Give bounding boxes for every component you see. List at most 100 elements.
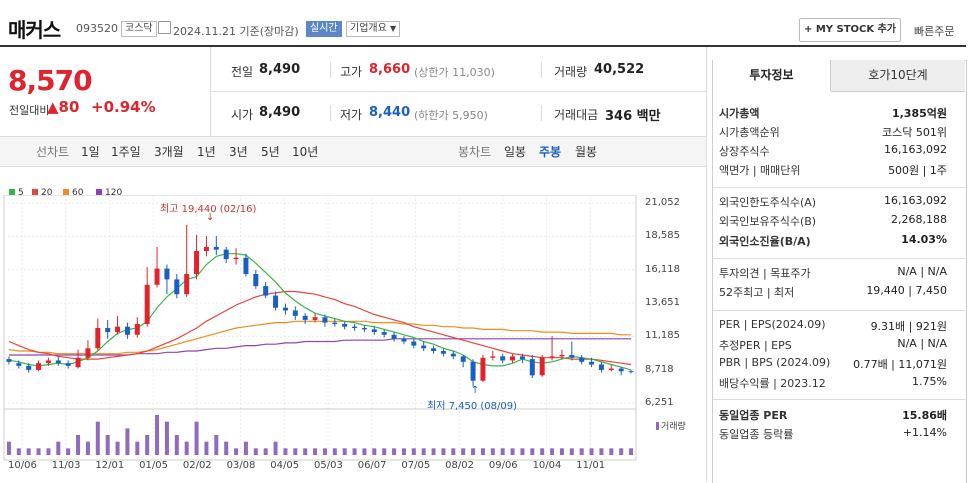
tab-period-3m[interactable]: 3개월 xyxy=(154,145,184,159)
candle-body xyxy=(529,359,535,376)
prev-close-value: 8,490 xyxy=(259,62,301,77)
panel-group-divider xyxy=(713,310,965,311)
volume-bar xyxy=(569,448,574,455)
candle-body xyxy=(184,273,190,295)
panel-row-label: 52주최고 | 최저 xyxy=(719,286,795,299)
candle-body xyxy=(292,310,298,316)
tab-period-1y[interactable]: 1년 xyxy=(197,145,216,159)
panel-row-value: 0.77배 | 11,071원 xyxy=(853,358,947,371)
volume-bar xyxy=(372,448,377,455)
volume-bar xyxy=(125,428,130,455)
candle-body xyxy=(361,328,367,330)
volume-bar xyxy=(362,448,367,455)
price-chart[interactable] xyxy=(0,195,706,482)
panel-row-label: 외국인보유주식수(B) xyxy=(719,215,817,228)
candle-body xyxy=(460,356,466,362)
change-percent: +0.94% xyxy=(91,98,156,116)
tab-period-1d[interactable]: 1일 xyxy=(81,145,100,159)
high-annotation: 최고 19,440 (02/16) xyxy=(160,204,257,215)
open-value: 8,490 xyxy=(259,105,301,120)
volume-bar xyxy=(500,448,505,455)
candle-body xyxy=(144,284,150,324)
volume-bar xyxy=(263,448,268,455)
panel-row-label: 추정PER | EPS xyxy=(719,339,792,352)
panel-row-value: +1.14% xyxy=(902,426,947,439)
panel-group-divider xyxy=(713,258,965,259)
panel-row-label: 배당수익률 | 2023.12 xyxy=(719,377,826,390)
candle-body xyxy=(569,355,575,358)
panel-row-value: 2,268,188 xyxy=(891,213,947,226)
tab-candle-chart[interactable]: 봉차트 xyxy=(458,145,492,159)
panel-row-label: 외국인한도주식수(A) xyxy=(719,196,817,209)
volume-bar xyxy=(194,421,199,455)
tab-period-3y[interactable]: 3년 xyxy=(229,145,248,159)
volume-bar xyxy=(550,448,555,455)
candle-body xyxy=(134,323,140,335)
panel-row-label: PER | EPS(2024.09) xyxy=(719,318,826,331)
candle-body xyxy=(431,348,437,351)
volume-bar xyxy=(530,448,535,455)
panel-row-label: 동일업종 등락률 xyxy=(719,428,794,441)
volume-bar xyxy=(313,448,318,455)
realtime-badge[interactable]: 실시간 xyxy=(306,21,342,37)
volume-bar xyxy=(392,448,397,455)
panel-row-label: 투자의견 | 목표주가 xyxy=(719,267,811,280)
up-triangle-icon: ▲ xyxy=(47,98,59,116)
amount-value: 346 백만 xyxy=(605,109,661,124)
candle-body xyxy=(282,307,288,311)
candle-body xyxy=(6,359,12,362)
tab-line-chart[interactable]: 선차트 xyxy=(36,145,70,159)
market-badge: 코스닥 xyxy=(121,21,157,37)
candle-body xyxy=(342,323,348,327)
chart-tab-bar xyxy=(0,136,706,167)
current-price: 8,570 xyxy=(8,64,93,97)
stat-sep xyxy=(330,105,331,121)
company-info-dropdown[interactable]: 기업개요 ▼ xyxy=(346,21,401,37)
volume-bar xyxy=(234,448,239,455)
x-tick-label: 09/06 xyxy=(488,460,518,471)
candle-body xyxy=(105,328,111,333)
add-mystock-button[interactable]: + MY STOCK 추가 xyxy=(799,18,901,42)
volume-bar xyxy=(559,448,564,455)
tab-period-5y[interactable]: 5년 xyxy=(261,145,280,159)
tab-investment-info[interactable]: 투자정보 xyxy=(713,60,831,91)
panel-row-value: 19,440 | 7,450 xyxy=(866,284,947,297)
ma-line-ma120 xyxy=(8,338,632,356)
low-annotation: 최저 7,450 (08/09) xyxy=(427,401,518,412)
x-tick-label: 05/03 xyxy=(314,460,343,471)
stat-sep xyxy=(541,105,542,121)
candle-body xyxy=(164,268,170,280)
tab-monthly[interactable]: 월봉 xyxy=(575,145,598,159)
quick-order-link[interactable]: 빠른주문 xyxy=(914,25,955,38)
high-value: 8,660 xyxy=(369,62,411,77)
candle-body xyxy=(470,361,476,381)
high-label: 고가 xyxy=(340,65,363,79)
panel-row-label: 액면가 | 매매단위 xyxy=(719,164,801,177)
volume-bar xyxy=(540,448,545,455)
candle-body xyxy=(174,279,180,295)
candle-body xyxy=(233,257,239,260)
volume-legend-swatch xyxy=(656,422,659,430)
volume-bar xyxy=(352,448,357,455)
low-label: 저가 xyxy=(340,108,363,122)
tab-orderbook[interactable]: 호가10단계 xyxy=(831,60,965,92)
candle-body xyxy=(26,365,32,370)
y-tick-label: 6,251 xyxy=(645,397,674,408)
stat-sep xyxy=(541,62,542,78)
panel-row-label: 시가총액순위 xyxy=(719,126,780,139)
tab-weekly[interactable]: 주봉 xyxy=(539,145,562,159)
candle-body xyxy=(322,317,328,323)
candle-body xyxy=(450,353,456,357)
candle-body xyxy=(579,357,585,362)
volume-bar xyxy=(155,415,160,455)
tab-period-10y[interactable]: 10년 xyxy=(292,145,319,159)
volume-bar xyxy=(342,448,347,455)
prev-close-label: 전일 xyxy=(231,65,254,79)
tab-daily[interactable]: 일봉 xyxy=(504,145,527,159)
volume-bar xyxy=(322,448,327,455)
volume-label: 거래량 xyxy=(554,65,588,79)
ma-line-ma20 xyxy=(8,290,632,366)
volume-bar xyxy=(411,448,416,455)
candle-body xyxy=(243,257,249,274)
tab-period-1w[interactable]: 1주일 xyxy=(111,145,141,159)
